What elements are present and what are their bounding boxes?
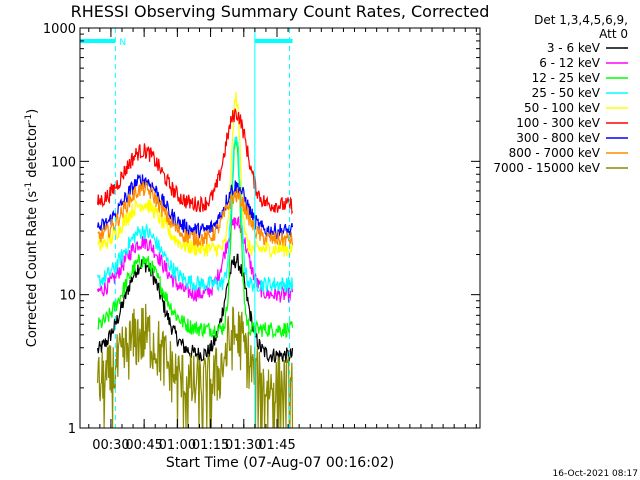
y-axis: 1 10 100 1000 bbox=[43, 22, 480, 437]
series-line bbox=[97, 136, 294, 293]
x-tick-label: 00:30 bbox=[92, 438, 129, 453]
x-tick-label: 01:30 bbox=[225, 438, 262, 453]
legend-label: 12 - 25 keV bbox=[532, 71, 601, 85]
y-tick-label: 1000 bbox=[43, 22, 76, 37]
series-line bbox=[97, 180, 294, 248]
legend-label: 50 - 100 keV bbox=[524, 101, 601, 115]
chart-title: RHESSI Observing Summary Count Rates, Co… bbox=[71, 2, 490, 21]
x-tick-label: 01:15 bbox=[192, 438, 229, 453]
series-line bbox=[97, 253, 294, 363]
footer-timestamp: 16-Oct-2021 08:17 bbox=[553, 469, 638, 479]
legend-label: 6 - 12 keV bbox=[539, 56, 601, 70]
legend-label: 100 - 300 keV bbox=[516, 116, 600, 130]
legend-label: 800 - 7000 keV bbox=[509, 146, 601, 160]
y-tick-label: 100 bbox=[51, 155, 76, 170]
legend-label: 3 - 6 keV bbox=[547, 41, 601, 55]
x-tick-label: 00:45 bbox=[125, 438, 162, 453]
night-intervals: N bbox=[80, 28, 293, 428]
series-line bbox=[97, 139, 294, 340]
night-marker-label: N bbox=[119, 38, 126, 48]
x-axis-label: Start Time (07-Aug-07 00:16:02) bbox=[166, 455, 394, 471]
x-tick-label: 01:45 bbox=[258, 438, 295, 453]
legend-label: 300 - 800 keV bbox=[516, 131, 600, 145]
y-tick-label: 10 bbox=[59, 289, 76, 304]
legend-label: 7000 - 15000 keV bbox=[493, 161, 600, 175]
series-line bbox=[97, 174, 294, 241]
legend-label: 25 - 50 keV bbox=[532, 86, 601, 100]
y-tick-label: 1 bbox=[68, 422, 76, 437]
y-axis-label: Corrected Count Rate (s-1 detector-1) bbox=[24, 109, 40, 347]
legend-header-2: Att 0 bbox=[599, 27, 628, 41]
series-line bbox=[97, 303, 294, 429]
plot-frame bbox=[79, 27, 481, 429]
series-lines bbox=[97, 91, 294, 429]
series-line bbox=[97, 108, 294, 216]
legend-header-1: Det 1,3,4,5,6,9, bbox=[534, 13, 628, 27]
x-tick-label: 01:00 bbox=[159, 438, 196, 453]
